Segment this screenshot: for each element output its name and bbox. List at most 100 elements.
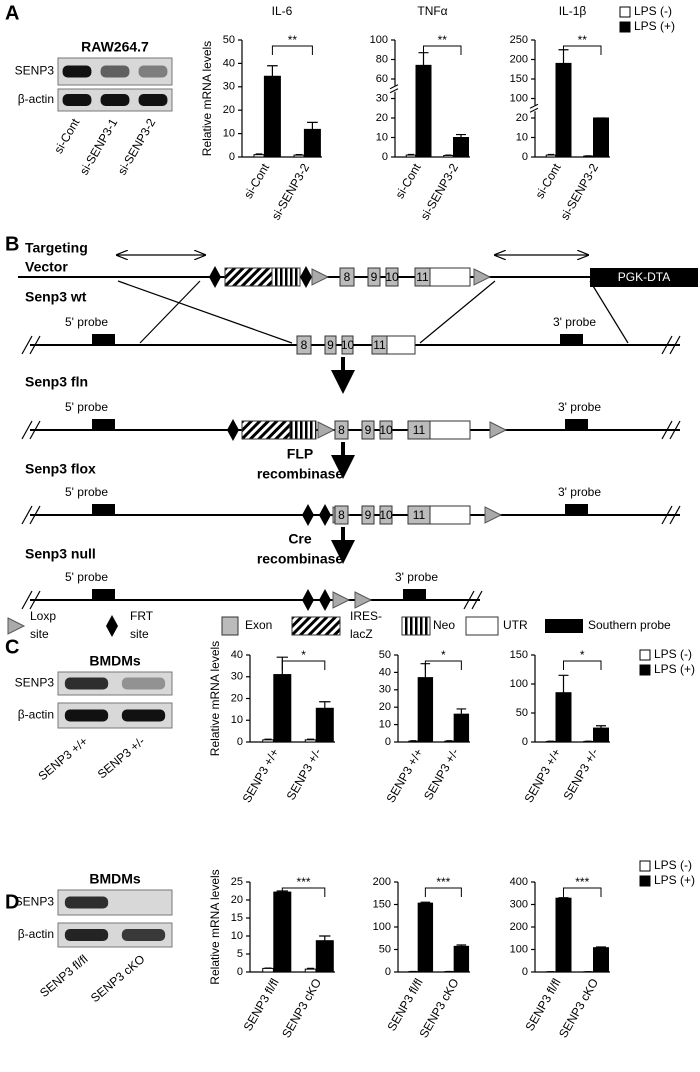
break-mark bbox=[29, 420, 41, 440]
legend-swatch bbox=[639, 860, 651, 872]
error-bar bbox=[307, 738, 315, 740]
bar bbox=[405, 154, 417, 158]
probe-label: 5' probe bbox=[65, 570, 108, 584]
exon bbox=[296, 335, 312, 355]
y-tick-label: 20 bbox=[231, 894, 243, 906]
y-tick-label: 0 bbox=[522, 966, 528, 978]
legend-label: Loxp bbox=[30, 609, 56, 623]
blot-band bbox=[138, 65, 168, 78]
significance-bracket bbox=[563, 887, 602, 897]
y-tick-label: 20 bbox=[223, 104, 235, 116]
x-tick-label: SENP3 fl/fl bbox=[522, 976, 563, 1033]
allele-label: Senp3 flox bbox=[25, 461, 96, 477]
panel-label: B bbox=[5, 233, 19, 255]
exon-label: 10 bbox=[341, 338, 355, 352]
exon-label: 10 bbox=[385, 270, 399, 284]
y-tick-label: 100 bbox=[510, 678, 528, 690]
crossover bbox=[589, 280, 629, 344]
blot-row-label: β-actin bbox=[18, 708, 54, 722]
error-bar bbox=[547, 153, 555, 156]
axis-break bbox=[529, 107, 539, 113]
y-tick-label: 60 bbox=[376, 73, 388, 85]
y-tick-label: 80 bbox=[376, 53, 388, 65]
y-axis-label: Relative mRNA levels bbox=[208, 641, 222, 756]
break-mark bbox=[29, 590, 41, 610]
exon-label: 11 bbox=[413, 508, 426, 522]
y-tick-label: 150 bbox=[373, 898, 391, 910]
legend-label: Neo bbox=[433, 618, 455, 632]
bar bbox=[593, 947, 609, 973]
exon bbox=[367, 267, 381, 287]
y-tick-label: 25 bbox=[231, 876, 243, 888]
exon bbox=[361, 505, 375, 525]
x-tick-label: SENP3 +/- bbox=[421, 746, 462, 802]
exon bbox=[379, 420, 393, 440]
y-tick-label: 0 bbox=[237, 966, 243, 978]
exon-label: 10 bbox=[379, 508, 393, 522]
bar bbox=[315, 940, 334, 973]
panel-label: D bbox=[5, 891, 19, 913]
allele-label: Targeting bbox=[25, 240, 88, 256]
allele-label: Senp3 fln bbox=[25, 374, 88, 390]
blot-row-label: β-actin bbox=[18, 92, 54, 106]
bar bbox=[273, 891, 292, 973]
blot-band bbox=[138, 94, 168, 106]
y-tick-label: 200 bbox=[510, 53, 528, 65]
error-bar bbox=[596, 725, 606, 729]
bar bbox=[303, 128, 321, 158]
y-tick-label: 20 bbox=[379, 701, 391, 713]
error-bar bbox=[558, 674, 569, 693]
y-tick-label: 20 bbox=[231, 692, 243, 704]
loxp-site bbox=[473, 268, 492, 286]
x-tick-label: SENP3 fl/fl bbox=[241, 976, 282, 1033]
blot-band bbox=[64, 929, 109, 941]
exon-label: 11 bbox=[373, 338, 386, 352]
x-tick-label: SENP3 cKO bbox=[279, 976, 324, 1040]
significance-label: ** bbox=[288, 33, 298, 47]
y-tick-label: 15 bbox=[231, 912, 243, 924]
y-tick-label: 30 bbox=[376, 92, 388, 104]
axis-break bbox=[389, 84, 399, 90]
blot-row-label: SENP3 bbox=[15, 64, 55, 78]
x-tick-label: SENP3 +/- bbox=[284, 746, 325, 802]
bar bbox=[315, 707, 334, 743]
blot-title: BMDMs bbox=[89, 871, 141, 887]
error-bar bbox=[456, 944, 467, 947]
y-tick-label: 0 bbox=[229, 151, 235, 163]
break-mark bbox=[21, 420, 33, 440]
blot-band bbox=[62, 94, 92, 106]
error-bar bbox=[407, 153, 415, 156]
exon bbox=[334, 505, 349, 525]
y-tick-label: 10 bbox=[231, 930, 243, 942]
legend-swatch bbox=[639, 649, 651, 661]
panel-label: A bbox=[5, 2, 19, 24]
bar bbox=[443, 154, 454, 158]
break-mark bbox=[661, 335, 673, 355]
error-bar bbox=[319, 935, 331, 941]
frt-site bbox=[302, 504, 314, 526]
southern-probe bbox=[403, 589, 426, 601]
lane-label: si-SENP3-2 bbox=[115, 116, 159, 178]
significance-bracket bbox=[563, 660, 602, 670]
allele-label: Senp3 wt bbox=[25, 289, 87, 305]
y-tick-label: 0 bbox=[522, 151, 528, 163]
significance-label: ** bbox=[578, 33, 588, 47]
crossover bbox=[419, 280, 496, 344]
y-tick-label: 300 bbox=[510, 898, 528, 910]
blot-band bbox=[121, 709, 166, 722]
exon-label: 8 bbox=[338, 508, 345, 522]
y-tick-label: 400 bbox=[510, 876, 528, 888]
frt-site bbox=[302, 589, 314, 611]
blot-band bbox=[100, 94, 130, 106]
significance-bracket bbox=[281, 660, 326, 670]
bar bbox=[417, 677, 434, 743]
y-tick-label: 30 bbox=[231, 671, 243, 683]
legend-label: LPS (+) bbox=[654, 662, 695, 676]
error-bar bbox=[255, 153, 263, 155]
axis-break-gap bbox=[391, 85, 399, 92]
error-bar bbox=[596, 946, 606, 948]
neo bbox=[271, 267, 301, 287]
neo bbox=[401, 616, 431, 636]
bar bbox=[593, 117, 609, 158]
y-tick-label: 0 bbox=[522, 736, 528, 748]
